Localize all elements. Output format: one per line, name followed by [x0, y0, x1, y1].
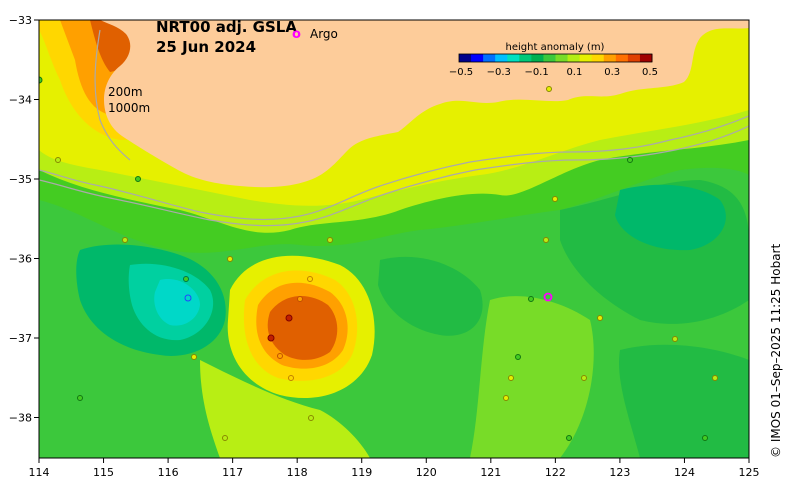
colorbar-swatch	[591, 54, 605, 62]
data-point	[297, 296, 303, 302]
colorbar-swatch	[615, 54, 629, 62]
y-tick-label: −34	[9, 94, 32, 107]
colorbar-swatch	[639, 54, 653, 62]
data-point	[39, 76, 43, 84]
colorbar-ticks: −0.5 −0.3 −0.1 0.1 0.3 0.5	[449, 67, 658, 78]
data-point	[55, 157, 61, 163]
y-tick-label: −35	[9, 173, 32, 186]
x-tick-label: 114	[29, 466, 50, 479]
argo-legend-symbol: o	[292, 27, 301, 42]
x-tick-label: 121	[480, 466, 501, 479]
data-point	[184, 294, 192, 302]
y-tick-label: −36	[9, 253, 32, 266]
x-tick-label: 119	[351, 466, 372, 479]
x-tick-label: 118	[287, 466, 308, 479]
colorbar-swatch	[579, 54, 593, 62]
data-point	[308, 415, 314, 421]
map-date: 25 Jun 2024	[156, 38, 256, 56]
colorbar-swatch	[567, 54, 581, 62]
data-point	[222, 435, 228, 441]
map-title: NRT00 adj. GSLA	[156, 18, 297, 36]
colorbar-tick-label: 0.1	[566, 67, 582, 78]
data-point	[307, 276, 313, 282]
data-point	[672, 336, 678, 342]
y-axis: −33 −34 −35 −36 −37 −38	[9, 14, 39, 425]
colorbar-tick-label: −0.3	[487, 67, 511, 78]
colorbar-tick-label: −0.1	[524, 67, 548, 78]
colorbar-swatch	[459, 54, 472, 62]
colorbar-swatch	[495, 54, 508, 62]
y-tick-label: −37	[9, 332, 32, 345]
x-tick-label: 120	[416, 466, 437, 479]
colorbar-tick-label: −0.5	[449, 67, 473, 78]
colorbar-swatch	[519, 54, 532, 62]
argo-legend-label: Argo	[310, 27, 338, 41]
data-point	[543, 237, 549, 243]
y-tick-label: −38	[9, 412, 32, 425]
data-point	[77, 395, 83, 401]
x-tick-label: 123	[609, 466, 630, 479]
colorbar-title: height anomaly (m)	[506, 42, 605, 53]
colorbar-swatch	[531, 54, 544, 62]
data-point	[515, 354, 521, 360]
data-point	[528, 296, 534, 302]
data-point	[503, 395, 509, 401]
colorbar-swatch	[483, 54, 496, 62]
x-tick-label: 125	[739, 466, 760, 479]
colorbar-swatches	[459, 54, 653, 62]
colorbar-swatch	[507, 54, 520, 62]
x-tick-label: 124	[674, 466, 695, 479]
argo-float-marker	[543, 292, 553, 302]
x-tick-label: 116	[158, 466, 179, 479]
data-point	[702, 435, 708, 441]
plot-frame	[38, 19, 750, 459]
data-point	[191, 354, 197, 360]
data-point	[546, 86, 552, 92]
data-point	[597, 315, 603, 321]
colorbar-tick-label: 0.3	[604, 67, 620, 78]
data-point	[122, 237, 128, 243]
data-point	[277, 353, 283, 359]
colorbar-frame	[458, 53, 653, 63]
colorbar-tick-label: 0.5	[642, 67, 658, 78]
data-point	[327, 237, 333, 243]
colorbar: height anomaly (m) −0.5 −0.3 −0.1 0.1 0.3 0.5	[449, 42, 658, 78]
data-point-markers	[39, 76, 718, 441]
data-point	[566, 435, 572, 441]
data-point	[712, 375, 718, 381]
credit-text: © IMOS 01–Sep–2025 11:25 Hobart	[769, 244, 783, 458]
data-point	[627, 157, 633, 163]
data-point	[508, 375, 514, 381]
x-tick-label: 117	[222, 466, 243, 479]
x-tick-label: 122	[545, 466, 566, 479]
x-tick-label: 115	[93, 466, 114, 479]
colorbar-swatch	[603, 54, 617, 62]
colorbar-swatch	[543, 54, 556, 62]
data-point	[285, 314, 293, 322]
data-point	[183, 276, 189, 282]
data-point	[227, 256, 233, 262]
data-point	[552, 196, 558, 202]
isobath-label-200m: 200m	[108, 85, 143, 99]
data-point	[581, 375, 587, 381]
x-axis: 114 115 116 117 118 119 120 121 122 123 124 125	[29, 458, 760, 479]
colorbar-swatch	[555, 54, 569, 62]
colorbar-swatch	[627, 54, 641, 62]
data-point	[135, 176, 141, 182]
colorbar-swatch	[471, 54, 484, 62]
data-point	[267, 334, 275, 342]
isobath-lines	[39, 29, 749, 227]
y-tick-label: −33	[9, 14, 32, 27]
isobath-label-1000m: 1000m	[108, 101, 150, 115]
data-point	[288, 375, 294, 381]
